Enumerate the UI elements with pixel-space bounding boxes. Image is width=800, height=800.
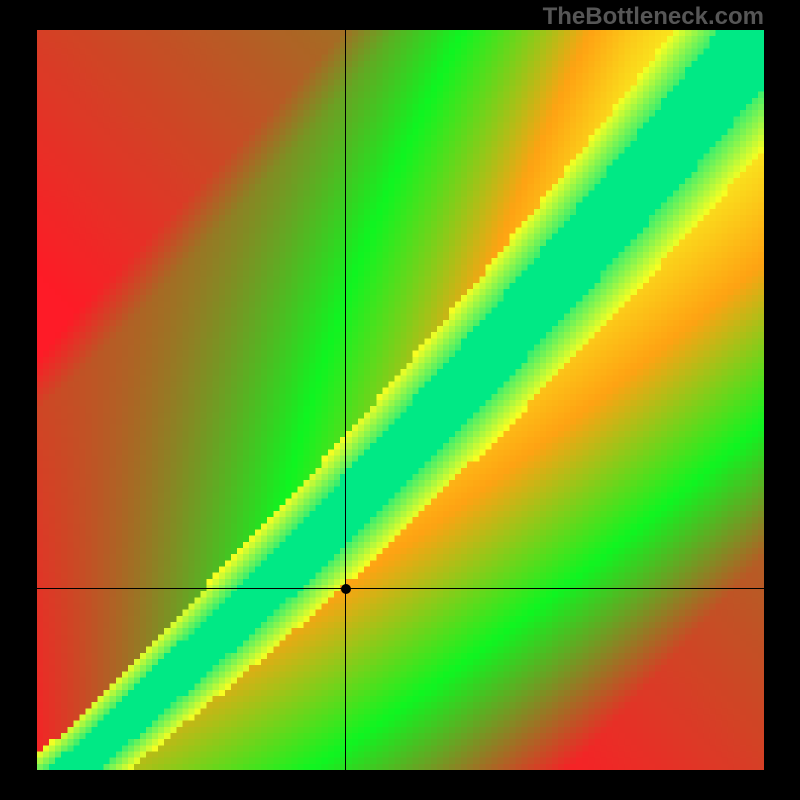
crosshair-marker [341, 584, 351, 594]
chart-container: TheBottleneck.com [0, 0, 800, 800]
bottleneck-heatmap [37, 30, 764, 770]
watermark-text: TheBottleneck.com [543, 3, 764, 31]
crosshair-horizontal [37, 588, 764, 589]
crosshair-vertical [345, 30, 346, 770]
